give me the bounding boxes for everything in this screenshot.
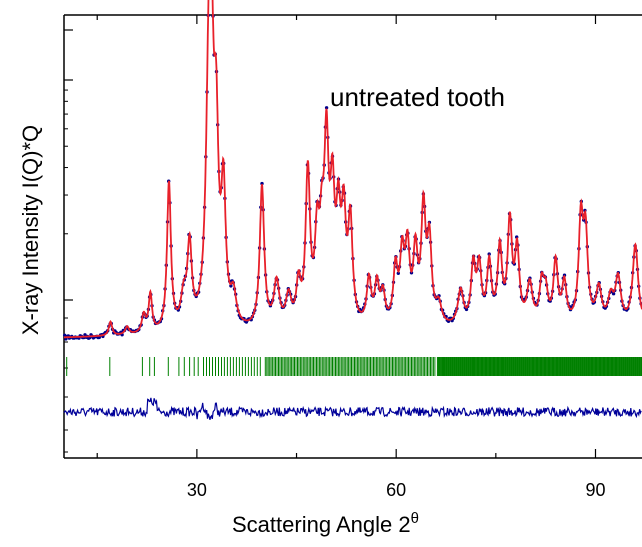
difference-curve (63, 397, 642, 420)
observed-point (464, 307, 469, 312)
calculated-curve (64, 0, 642, 339)
observed-point (396, 271, 400, 275)
axis-labels: 30 60 90 (187, 480, 606, 500)
plot-frame (63, 14, 642, 459)
axis-ticks (64, 15, 597, 458)
difference-line (63, 397, 642, 420)
x-tick-label: 30 (187, 480, 207, 500)
reflection-markers (66, 357, 642, 376)
observed-point (229, 284, 233, 288)
x-axis-title: Scattering Angle 2θ (232, 510, 419, 537)
x-tick-label: 90 (585, 480, 605, 500)
chart-annotation: untreated tooth (330, 82, 505, 112)
observed-points (62, 13, 642, 341)
observed-point (324, 106, 329, 110)
y-axis-title: X-ray Intensity I(Q)*Q (18, 125, 43, 335)
calculated-line (64, 0, 642, 339)
observed-point (611, 292, 616, 296)
x-tick-label: 60 (386, 480, 406, 500)
